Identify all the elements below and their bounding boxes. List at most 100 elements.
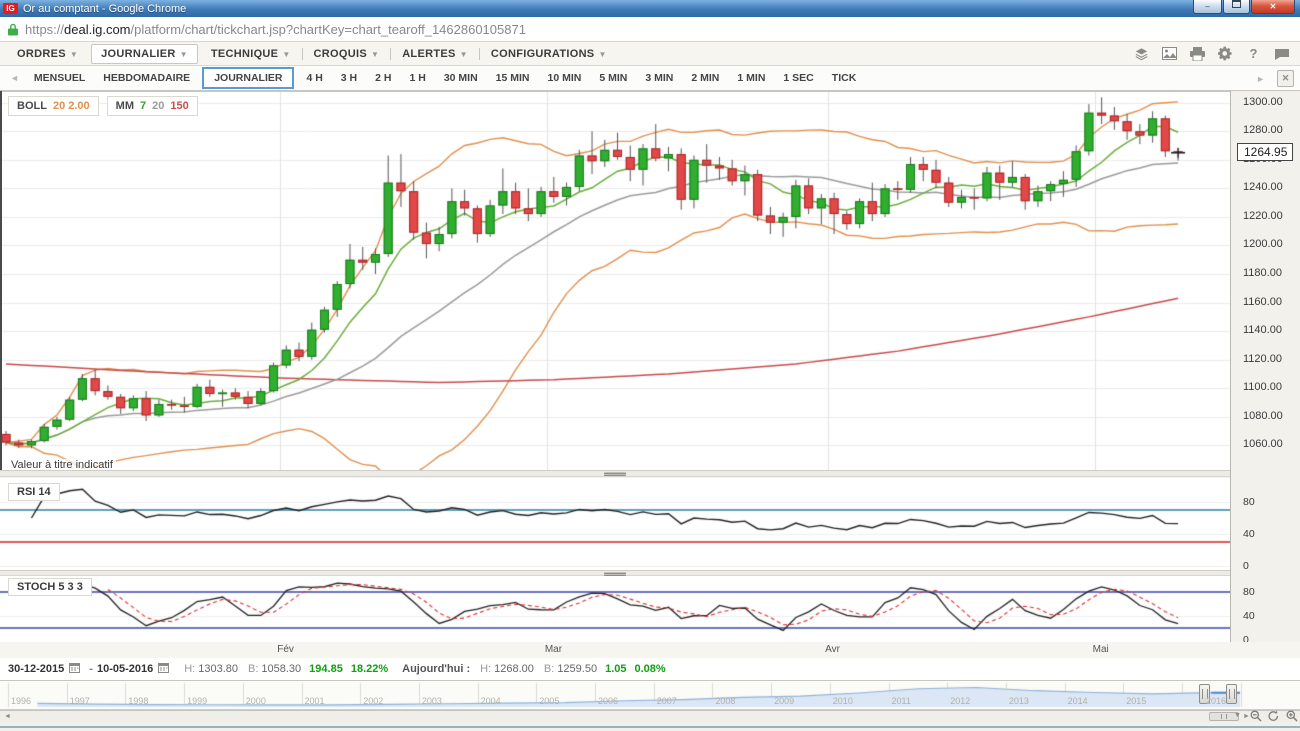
mm-label: MM [116, 100, 134, 112]
tab-timeframe-30-min[interactable]: 30 MIN [435, 67, 487, 89]
tab-timeframe-1-min[interactable]: 1 MIN [728, 67, 774, 89]
timeframe-bar: ◄ MENSUELHEBDOMADAIREJOURNALIER4 H3 H2 H… [0, 66, 1300, 91]
scrollbar-left-arrow-icon[interactable]: ◄ [4, 712, 11, 722]
menu-item-journalier[interactable]: JOURNALIER▼ [91, 44, 198, 64]
image-icon[interactable] [1161, 46, 1178, 61]
main-menu-bar: ORDRES▼ JOURNALIER▼ TECHNIQUE▼ CROQUIS▼ ALER… [0, 42, 1300, 66]
year-label: 1999 [187, 696, 207, 706]
calendar-icon[interactable] [69, 662, 80, 676]
window-edge-line [0, 726, 1300, 728]
price-axis-tick: 1060.00 [1243, 438, 1283, 450]
price-axis-tick: 1240.00 [1243, 181, 1283, 193]
tab-timeframe-mensuel[interactable]: MENSUEL [25, 67, 94, 89]
tab-timeframe-journalier[interactable]: JOURNALIER [202, 67, 294, 89]
date-from-value[interactable]: 30-12-2015 [8, 663, 64, 675]
url-text: https://deal.ig.com/platform/chart/tickc… [25, 22, 526, 37]
zoom-in-icon[interactable] [1285, 710, 1298, 722]
scroll-right-icon[interactable]: ► [1250, 74, 1271, 84]
scroll-left-icon[interactable]: ◄ [4, 73, 25, 83]
moving-average-legend-chip[interactable]: MM 7 20 150 [107, 96, 198, 116]
menu-separator [390, 48, 391, 60]
horizontal-scrollbar[interactable]: ◄ ► [0, 710, 1300, 722]
tab-timeframe-tick[interactable]: TICK [823, 67, 866, 89]
mm7-param: 7 [140, 100, 146, 112]
address-bar[interactable]: https://deal.ig.com/platform/chart/tickc… [0, 17, 1300, 42]
stochastic-axis-tick: 80 [1243, 586, 1255, 598]
rsi-canvas[interactable] [0, 478, 1230, 570]
application-window: IG Or au comptant - Google Chrome ‒ ✕ ht… [0, 0, 1300, 731]
layers-icon[interactable] [1133, 46, 1150, 61]
main-chart-canvas[interactable] [0, 92, 1230, 470]
history-timeline[interactable]: 1996199719981999200020012002200320042005… [0, 681, 1300, 710]
stochastic-canvas[interactable] [0, 576, 1230, 642]
print-icon[interactable] [1189, 46, 1206, 61]
tab-timeframe-5-min[interactable]: 5 MIN [590, 67, 636, 89]
tab-timeframe-hebdomadaire[interactable]: HEBDOMADAIRE [94, 67, 199, 89]
menu-item-configurations[interactable]: CONFIGURATIONS▼ [482, 48, 616, 60]
price-axis-tick: 1100.00 [1243, 381, 1282, 393]
menu-item-croquis[interactable]: CROQUIS▼ [305, 48, 389, 60]
tab-timeframe-15-min[interactable]: 15 MIN [487, 67, 539, 89]
year-label: 1997 [70, 696, 90, 706]
menu-item-technique[interactable]: TECHNIQUE▼ [202, 48, 300, 60]
price-axis-tick: 1180.00 [1243, 267, 1282, 279]
close-button[interactable]: ✕ [1251, 0, 1295, 14]
url-protocol: https:// [25, 22, 64, 37]
price-axis: 1300.001280.001260.001240.001220.001200.… [1230, 91, 1300, 642]
tab-timeframe-1-h[interactable]: 1 H [400, 67, 434, 89]
calendar-icon[interactable] [158, 662, 169, 676]
reset-zoom-icon[interactable] [1267, 710, 1280, 722]
stochastic-axis-tick: 40 [1243, 610, 1255, 622]
year-label: 1998 [128, 696, 148, 706]
today-low-label: B: [544, 663, 554, 675]
feedback-icon[interactable] [1273, 46, 1290, 61]
price-axis-tick: 1200.00 [1243, 238, 1283, 250]
mm150-param: 150 [170, 100, 188, 112]
help-icon[interactable]: ? [1245, 46, 1262, 61]
year-label: 2014 [1068, 696, 1088, 706]
tab-timeframe-4-h[interactable]: 4 H [297, 67, 331, 89]
tab-timeframe-1-sec[interactable]: 1 SEC [774, 67, 822, 89]
bollinger-legend-chip[interactable]: BOLL 20 2.00 [8, 96, 99, 116]
tab-timeframe-3-min[interactable]: 3 MIN [636, 67, 682, 89]
maximize-button[interactable] [1223, 0, 1250, 14]
tab-timeframe-2-min[interactable]: 2 MIN [682, 67, 728, 89]
year-label: 2012 [950, 696, 970, 706]
month-label: Mai [1093, 644, 1109, 655]
resize-grip-icon[interactable] [604, 472, 626, 476]
collapse-timeline-icon[interactable]: ▼ [1231, 710, 1244, 723]
period-change-value: 194.85 [309, 663, 343, 675]
rsi-label[interactable]: RSI 14 [8, 483, 60, 501]
chart-status-bar: 30-12-2015 - 10-05-2016 H: 1303.80 B: 10… [0, 658, 1300, 681]
tab-timeframe-3-h[interactable]: 3 H [332, 67, 366, 89]
tab-timeframe-2-h[interactable]: 2 H [366, 67, 400, 89]
settings-icon[interactable] [1217, 46, 1234, 61]
year-label: 2013 [1009, 696, 1029, 706]
month-axis: FévMarAvrMai [0, 642, 1300, 659]
panel-divider[interactable] [0, 470, 1230, 477]
minimize-button[interactable]: ‒ [1193, 0, 1222, 14]
menu-item-alertes[interactable]: ALERTES▼ [393, 48, 477, 60]
stochastic-label[interactable]: STOCH 5 3 3 [8, 578, 92, 596]
menu-item-ordres[interactable]: ORDRES▼ [8, 48, 87, 60]
maximize-icon [1232, 0, 1241, 8]
low-value: 1058.30 [261, 663, 301, 675]
main-chart-panel[interactable] [0, 91, 1230, 470]
rsi-panel[interactable]: RSI 14 [0, 478, 1230, 570]
close-toolbar-button[interactable]: ✕ [1277, 70, 1294, 87]
price-axis-tick: 1140.00 [1243, 324, 1282, 336]
range-slider-right-handle[interactable] [1226, 684, 1237, 704]
today-label: Aujourd'hui : [402, 663, 470, 675]
price-axis-tick: 1280.00 [1243, 124, 1283, 136]
tab-timeframe-10-min[interactable]: 10 MIN [539, 67, 591, 89]
url-domain: deal.ig.com [64, 22, 130, 37]
year-label: 2016 [1206, 696, 1226, 706]
year-label: 1996 [11, 696, 31, 706]
zoom-out-icon[interactable] [1249, 710, 1262, 722]
price-axis-tick: 1080.00 [1243, 410, 1283, 422]
menu-separator [302, 48, 303, 60]
boll-label: BOLL [17, 100, 47, 112]
stochastic-panel[interactable]: STOCH 5 3 3 [0, 576, 1230, 642]
rsi-axis-tick: 0 [1243, 560, 1249, 572]
date-to-value[interactable]: 10-05-2016 [97, 663, 153, 675]
